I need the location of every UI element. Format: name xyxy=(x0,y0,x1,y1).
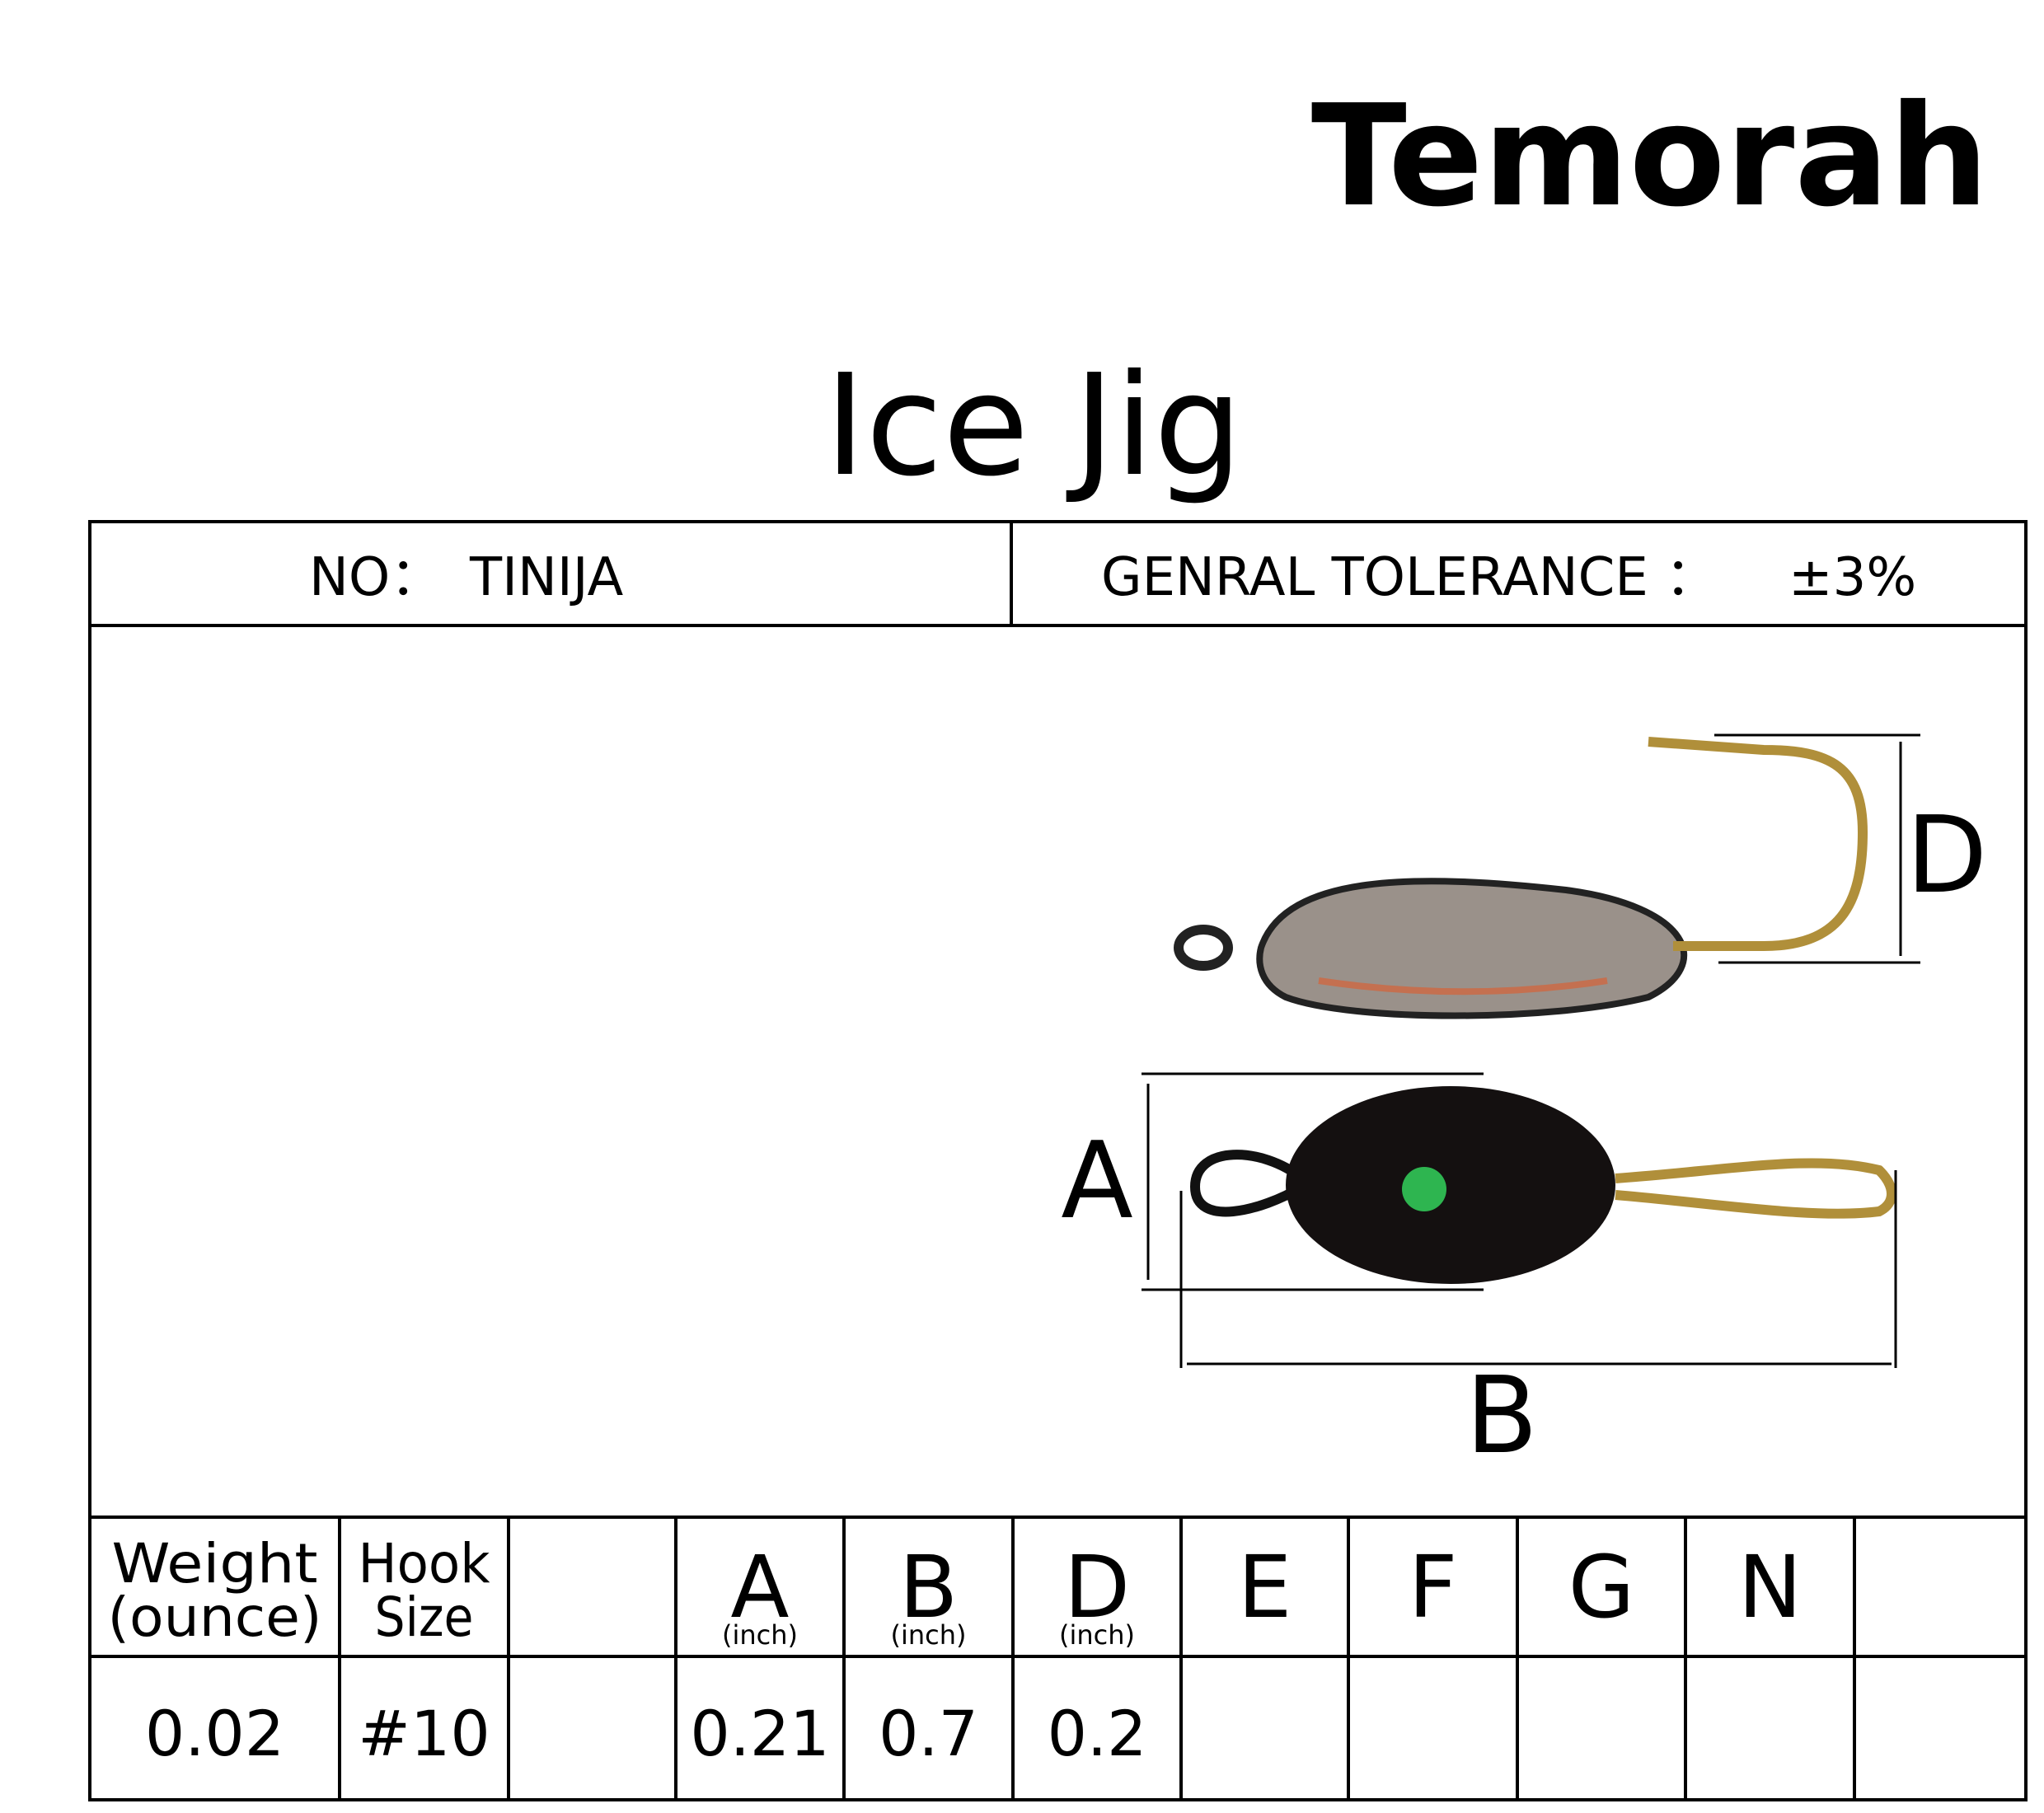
header-label: Weight xyxy=(112,1532,318,1595)
header-label: Size xyxy=(375,1586,474,1649)
cell-value: 0.7 xyxy=(879,1697,978,1770)
no-value: TINIJA xyxy=(469,547,623,608)
header-unit: (inch) xyxy=(1059,1619,1135,1651)
cell-value: #10 xyxy=(358,1697,490,1770)
header-label: Hook xyxy=(359,1532,491,1595)
no-label: NO： xyxy=(309,547,443,608)
frame xyxy=(88,520,2028,1801)
header-label: D xyxy=(1064,1537,1130,1637)
dimension-label: B xyxy=(1465,1355,1538,1478)
jig-side xyxy=(1174,737,1868,1019)
header-unit: (inch) xyxy=(890,1619,966,1651)
dimension-label: A xyxy=(1061,1120,1133,1243)
title: Ice Jig xyxy=(824,344,1243,508)
header-label: A xyxy=(730,1537,789,1637)
tolerance-value: ±3% xyxy=(1788,547,1916,608)
dimension-lines xyxy=(1142,733,1920,1368)
header-label: F xyxy=(1409,1537,1458,1637)
brand: Temorah xyxy=(1311,75,1989,238)
header-label: E xyxy=(1238,1537,1292,1637)
header-label: N xyxy=(1738,1537,1803,1637)
cell-value: 0.21 xyxy=(690,1697,829,1770)
jig-front xyxy=(1189,1086,1896,1284)
cell-value: 0.2 xyxy=(1048,1697,1147,1770)
header-unit: (inch) xyxy=(722,1619,798,1651)
header-label: G xyxy=(1568,1537,1635,1637)
dimension-label: D xyxy=(1906,794,1988,917)
tolerance-label: GENRAL TOLERANCE ： xyxy=(1101,547,1718,608)
header-label: B xyxy=(899,1537,958,1637)
cell-value: 0.02 xyxy=(145,1697,284,1770)
header-label: (ounce) xyxy=(108,1586,322,1649)
